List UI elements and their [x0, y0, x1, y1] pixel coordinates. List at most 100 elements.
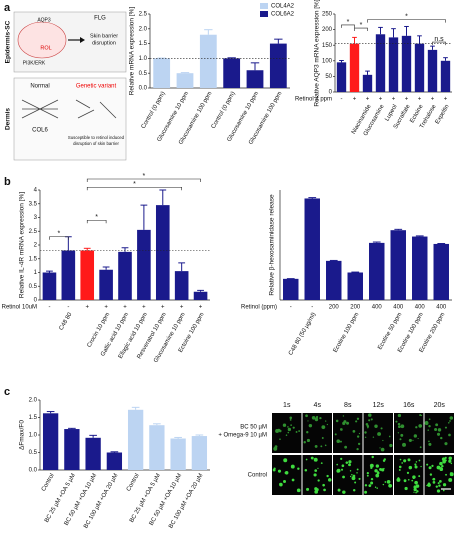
cell-signal — [437, 428, 442, 432]
error-bar — [197, 289, 204, 292]
cell-signal — [402, 442, 407, 447]
y-axis-label: ΔFmax/F0 — [19, 420, 26, 450]
cell-signal — [365, 422, 369, 426]
outcome-label: Skin barrier — [90, 33, 118, 39]
cell-signal — [396, 477, 401, 482]
treatment-value: 400 — [436, 305, 447, 311]
time-label: 4s — [314, 402, 322, 409]
outcome-label: disruption — [92, 40, 116, 46]
cell-signal — [445, 473, 447, 476]
cell-signal — [357, 442, 361, 446]
micrograph — [333, 413, 363, 453]
cell-signal — [426, 484, 428, 487]
cell-signal — [348, 463, 351, 467]
cell-signal — [366, 471, 369, 475]
time-label: 20s — [434, 402, 446, 409]
treatment-value: - — [290, 305, 292, 311]
fibers — [21, 99, 59, 119]
legend-label: COL4A2 — [271, 4, 295, 10]
cell-signal — [295, 431, 298, 433]
y-tick-label: 2.5 — [29, 229, 38, 235]
cell-signal — [374, 469, 378, 473]
micrograph-bg — [394, 455, 424, 495]
error-bar — [83, 247, 91, 251]
cell-signal — [441, 457, 446, 461]
micrograph — [424, 413, 454, 453]
micrograph-bg — [272, 455, 302, 495]
cell-signal — [336, 439, 341, 444]
cell-signal — [324, 444, 327, 447]
cell-signal — [415, 491, 417, 494]
error-bar — [430, 45, 435, 50]
error-bar — [178, 262, 186, 272]
micrograph — [394, 455, 424, 495]
cell-signal — [404, 486, 408, 491]
treatment-label: Retinol (ppm) — [241, 305, 277, 311]
y-tick-label: 2.5 — [139, 12, 148, 18]
cell-signal — [413, 491, 415, 493]
treatment-value: + — [431, 97, 435, 103]
time-label: 16s — [403, 402, 415, 409]
cell-signal — [277, 428, 281, 432]
fibers — [75, 99, 117, 119]
y-tick-label: 200 — [322, 27, 333, 33]
cell-signal — [320, 445, 323, 448]
cell-signal — [382, 483, 385, 486]
cell-signal — [382, 439, 384, 442]
cell-signal — [411, 479, 414, 482]
condition-label: Normal — [30, 84, 49, 90]
cell-signal — [444, 442, 448, 446]
cell-signal — [415, 461, 418, 463]
cell-signal — [342, 475, 345, 479]
error-bar — [404, 25, 409, 36]
cell-signal — [448, 459, 452, 463]
cell-signal — [317, 479, 320, 482]
y-tick-label: 4 — [34, 188, 38, 194]
cell-signal — [420, 465, 422, 468]
cell-signal — [290, 464, 295, 469]
cell-signal — [356, 472, 358, 474]
cell-signal — [298, 430, 301, 432]
cell-signal — [407, 478, 410, 481]
cell-signal — [285, 434, 288, 436]
y-tick-label: 1.5 — [29, 415, 38, 421]
cell-signal — [355, 420, 358, 423]
protein-label: COL6 — [32, 128, 48, 134]
cell-signal — [325, 420, 327, 422]
cell-signal — [282, 423, 287, 427]
bar — [155, 205, 170, 300]
cell-signal — [414, 480, 418, 485]
significance-label: n.s — [434, 36, 444, 43]
y-tick-label: 0 — [34, 298, 38, 304]
micrograph — [272, 413, 302, 453]
bar — [283, 278, 299, 300]
y-axis-label: Relative β-hexosaminidase release — [269, 194, 276, 296]
cell-signal — [383, 458, 386, 461]
cell-signal — [279, 482, 283, 487]
treatment-value: + — [161, 305, 165, 311]
cell-signal — [415, 484, 420, 488]
bar — [80, 250, 95, 300]
cell-signal — [399, 438, 402, 441]
cell-signal — [412, 477, 415, 480]
error-bar — [415, 235, 424, 237]
layer-label: Epidermis-SC — [5, 20, 12, 63]
cell-signal — [327, 478, 332, 482]
cell-signal — [418, 424, 423, 428]
bar — [191, 436, 208, 470]
bar — [440, 60, 451, 92]
bar — [176, 73, 194, 88]
legend-swatch — [260, 3, 268, 9]
micrograph — [424, 455, 454, 495]
error-bar — [195, 434, 204, 437]
error-bar — [110, 451, 119, 453]
panel-label: a — [4, 2, 11, 14]
cell-signal — [342, 490, 346, 494]
error-bar — [339, 59, 344, 63]
significance-label: * — [143, 173, 146, 180]
cell-signal — [386, 480, 391, 484]
error-bar — [153, 423, 161, 426]
y-tick-label: 1 — [34, 270, 38, 276]
cell-signal — [438, 466, 440, 468]
